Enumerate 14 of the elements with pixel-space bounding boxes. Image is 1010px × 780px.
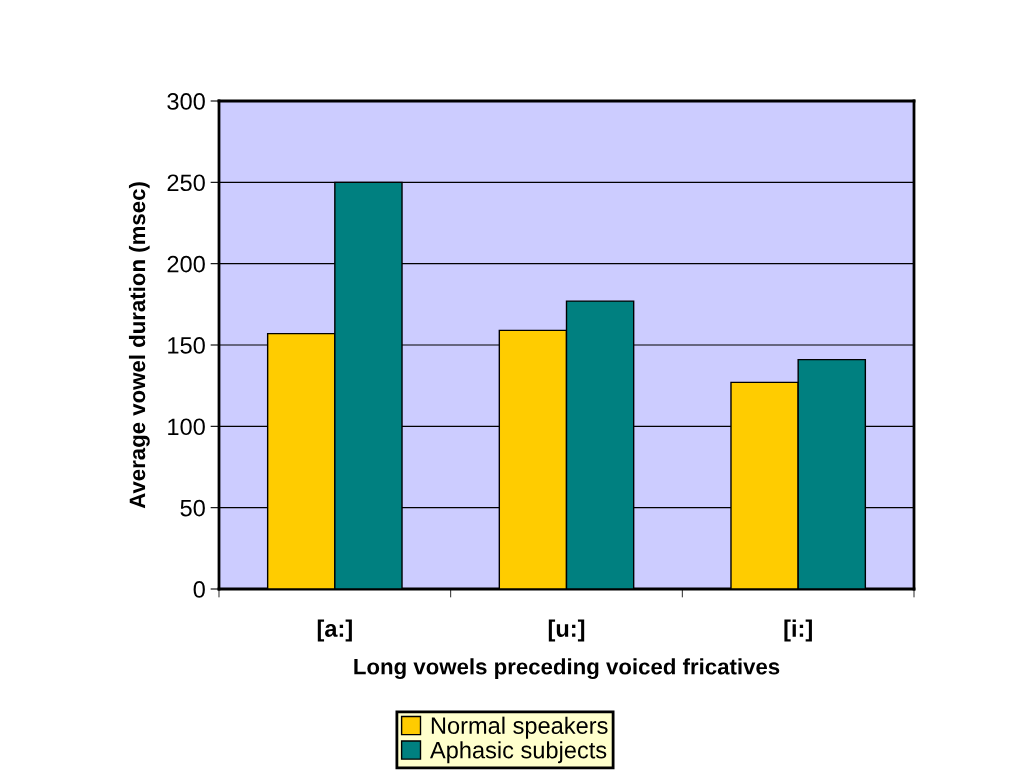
- y-tick-label: 50: [180, 499, 205, 517]
- y-tick-label: 250: [167, 174, 205, 192]
- y-tick-label: 200: [167, 255, 205, 273]
- x-tick-label: [a:]: [317, 619, 352, 642]
- x-tick-label: [u:]: [548, 619, 585, 642]
- y-tick-label: 100: [168, 418, 205, 436]
- legend-label: Aphasic subjects: [429, 741, 607, 764]
- y-tick-label: 0: [193, 581, 205, 598]
- y-axis-title: Average vowel duration (msec): [128, 182, 150, 509]
- legend-label: Normal speakers: [431, 716, 608, 739]
- x-tick-label: [i:]: [784, 619, 812, 642]
- x-axis-title: Long vowels preceding voiced fricatives: [354, 658, 780, 680]
- y-tick-label: 150: [168, 337, 205, 354]
- y-tick-label: 300: [167, 93, 205, 110]
